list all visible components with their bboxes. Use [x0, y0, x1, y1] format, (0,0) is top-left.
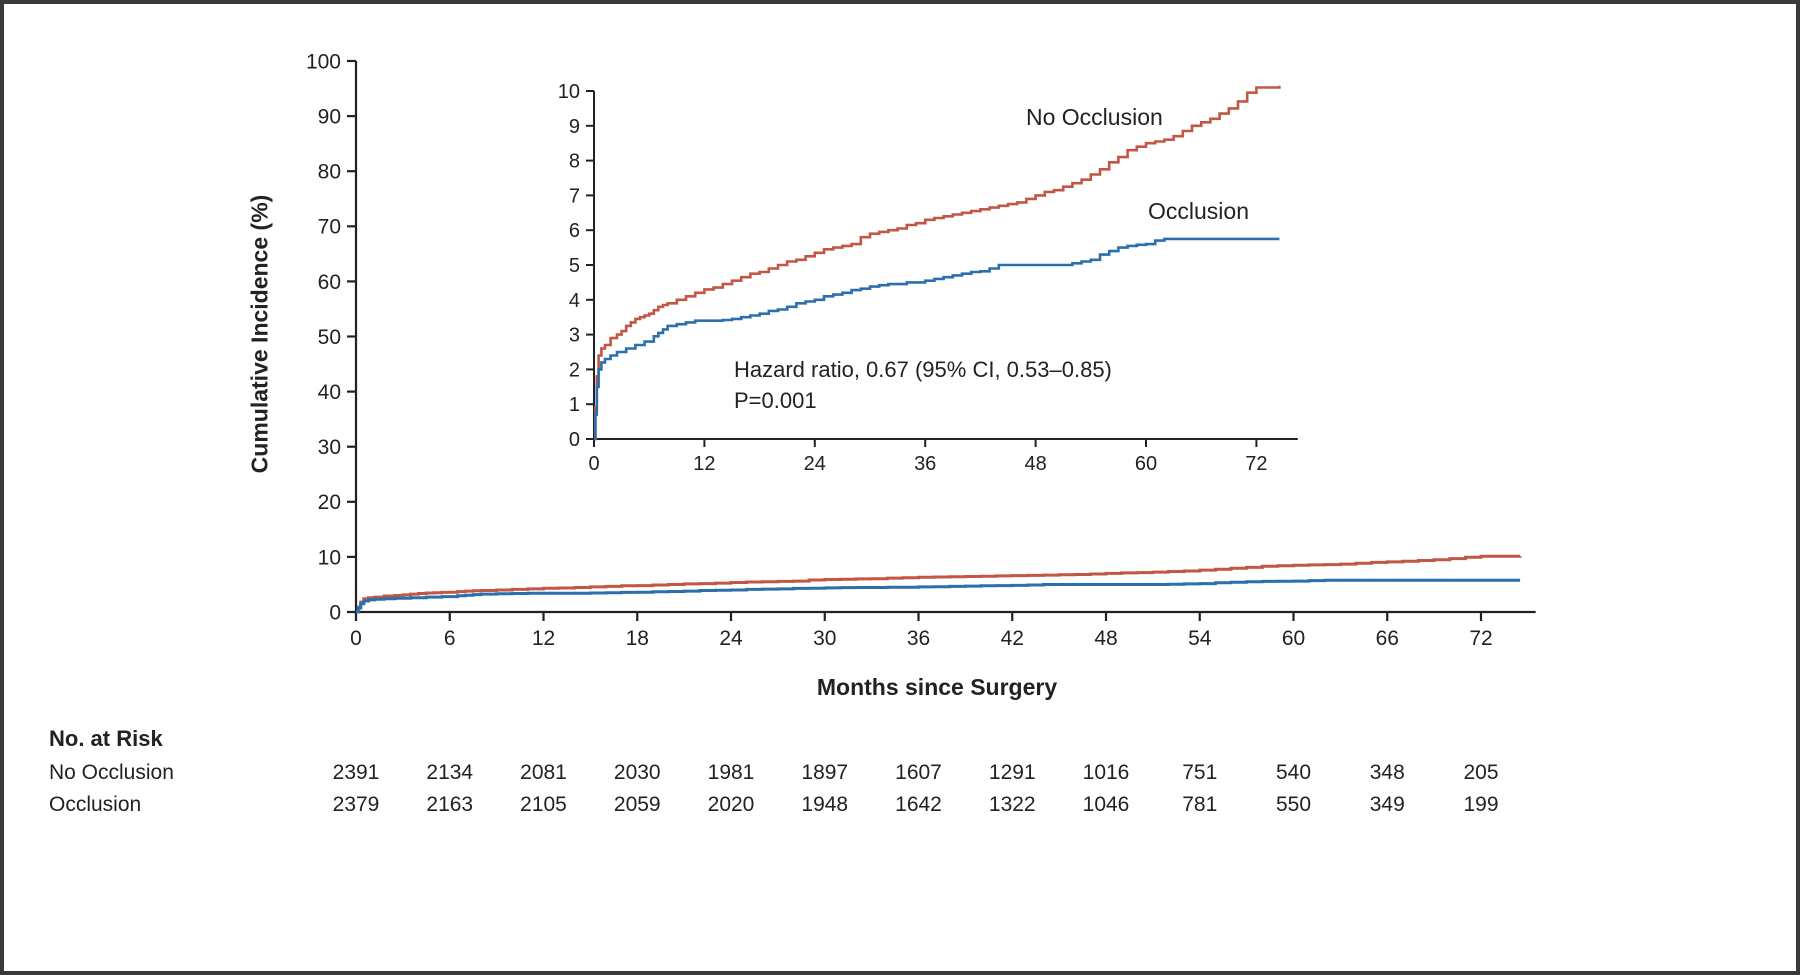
curve-no-occlusion	[356, 554, 1522, 614]
risk-count: 1981	[707, 761, 755, 784]
x-tick-label: 60	[1282, 627, 1305, 650]
x-tick-label: 30	[813, 627, 836, 650]
y-tick-label: 10	[318, 546, 341, 569]
risk-count: 2391	[332, 761, 380, 784]
y-tick-label: 80	[318, 161, 341, 184]
y-tick-label: 5	[569, 255, 580, 277]
series-label-occlusion: Occlusion	[1148, 198, 1249, 224]
y-tick-label: 50	[318, 326, 341, 349]
risk-count: 1897	[801, 761, 849, 784]
risk-count: 199	[1463, 793, 1499, 816]
curve-occlusion	[594, 237, 1280, 441]
x-tick-label: 0	[588, 453, 599, 475]
y-tick-label: 3	[569, 325, 580, 347]
x-tick-label: 54	[1188, 627, 1212, 650]
x-tick-label: 42	[1001, 627, 1024, 650]
y-tick-label: 30	[318, 436, 341, 459]
risk-row-label-no-occlusion: No Occlusion	[49, 761, 174, 784]
risk-count: 540	[1275, 761, 1312, 784]
risk-count: 1291	[988, 761, 1036, 784]
x-tick-label: 60	[1135, 453, 1157, 475]
risk-count: 349	[1369, 793, 1405, 816]
y-tick-label: 2	[569, 359, 580, 381]
y-tick-label: 10	[558, 81, 580, 103]
risk-count: 781	[1182, 793, 1218, 816]
x-tick-label: 36	[907, 627, 930, 650]
x-tick-label: 72	[1245, 453, 1267, 475]
x-axis-title: Months since Surgery	[816, 674, 1058, 700]
x-tick-label: 18	[626, 627, 649, 650]
curve-occlusion	[356, 578, 1521, 614]
x-tick-label: 48	[1094, 627, 1117, 650]
risk-count: 1607	[895, 761, 942, 784]
x-tick-label: 12	[532, 627, 555, 650]
risk-row-label-occlusion: Occlusion	[49, 793, 142, 816]
risk-count: 2030	[613, 761, 661, 784]
y-tick-label: 70	[318, 216, 341, 239]
x-tick-label: 12	[693, 453, 715, 475]
risk-count: 205	[1463, 761, 1499, 784]
y-tick-label: 6	[569, 220, 580, 242]
y-tick-label: 90	[318, 105, 341, 128]
series-label-no-occlusion: No Occlusion	[1026, 104, 1163, 130]
risk-count: 550	[1275, 793, 1312, 816]
risk-count: 348	[1369, 761, 1405, 784]
y-tick-label: 20	[318, 491, 341, 514]
y-axis-title: Cumulative Incidence (%)	[246, 194, 273, 474]
risk-count: 1046	[1082, 793, 1130, 816]
y-tick-label: 7	[569, 185, 580, 207]
risk-table-title: No. at Risk	[49, 726, 163, 751]
y-tick-label: 8	[569, 151, 580, 173]
x-tick-label: 0	[350, 627, 362, 650]
y-tick-label: 4	[569, 290, 580, 312]
risk-count: 2163	[426, 793, 474, 816]
risk-count: 1948	[801, 793, 849, 816]
hazard-ratio-annotation: Hazard ratio, 0.67 (95% CI, 0.53–0.85) P…	[734, 354, 1112, 416]
risk-count: 1016	[1082, 761, 1130, 784]
risk-count: 2020	[707, 793, 755, 816]
y-tick-label: 60	[318, 271, 341, 294]
y-tick-label: 0	[569, 429, 580, 451]
y-tick-label: 9	[569, 116, 580, 138]
risk-count: 1642	[895, 793, 942, 816]
x-tick-label: 24	[804, 453, 826, 475]
hazard-ratio-text: Hazard ratio, 0.67 (95% CI, 0.53–0.85)	[734, 357, 1112, 382]
x-tick-label: 48	[1024, 453, 1046, 475]
risk-count: 2081	[520, 761, 567, 784]
x-tick-label: 6	[444, 627, 456, 650]
y-tick-label: 0	[329, 601, 341, 624]
risk-count: 2379	[332, 793, 380, 816]
risk-count: 2059	[613, 793, 661, 816]
curve-no-occlusion	[594, 85, 1281, 441]
y-tick-label: 40	[318, 381, 341, 404]
risk-count: 2105	[520, 793, 567, 816]
risk-count: 751	[1182, 761, 1218, 784]
risk-count: 2134	[426, 761, 474, 784]
p-value-text: P=0.001	[734, 388, 817, 413]
y-tick-label: 100	[306, 50, 341, 73]
y-tick-label: 1	[569, 394, 580, 416]
x-tick-label: 36	[914, 453, 936, 475]
x-tick-label: 66	[1376, 627, 1399, 650]
x-tick-label: 72	[1469, 627, 1492, 650]
risk-count: 1322	[988, 793, 1036, 816]
x-tick-label: 24	[719, 627, 743, 650]
